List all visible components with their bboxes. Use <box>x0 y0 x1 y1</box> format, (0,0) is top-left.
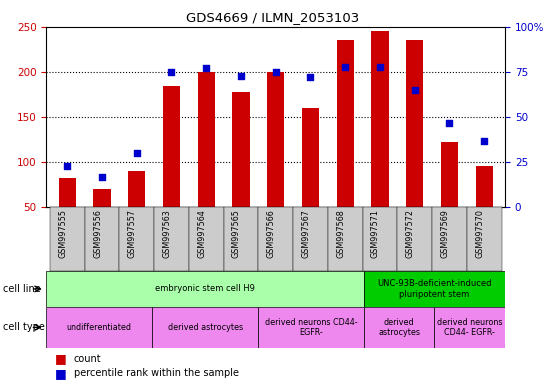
Bar <box>336 40 354 207</box>
Bar <box>364 271 505 307</box>
Text: GSM997570: GSM997570 <box>475 209 484 258</box>
Bar <box>476 166 493 207</box>
Text: GSM997564: GSM997564 <box>197 209 206 258</box>
Bar <box>198 72 215 207</box>
Text: ■: ■ <box>55 367 67 380</box>
Bar <box>302 108 319 207</box>
Point <box>63 163 72 169</box>
Bar <box>50 207 85 271</box>
Text: derived
astrocytes: derived astrocytes <box>378 318 420 337</box>
Point <box>376 63 384 70</box>
Bar <box>120 207 154 271</box>
Text: GSM997563: GSM997563 <box>163 209 171 258</box>
Text: GDS4669 / ILMN_2053103: GDS4669 / ILMN_2053103 <box>186 12 360 25</box>
Text: ■: ■ <box>55 353 67 366</box>
Bar <box>85 207 120 271</box>
Bar <box>258 207 293 271</box>
Text: GSM997556: GSM997556 <box>93 209 102 258</box>
Point <box>480 137 489 144</box>
Point <box>445 119 454 126</box>
Bar <box>232 92 250 207</box>
Text: UNC-93B-deficient-induced
pluripotent stem: UNC-93B-deficient-induced pluripotent st… <box>377 279 492 299</box>
Bar <box>371 31 389 207</box>
Bar <box>58 177 76 207</box>
Bar <box>154 207 189 271</box>
Bar <box>467 207 502 271</box>
Bar <box>46 271 364 307</box>
Text: GSM997566: GSM997566 <box>267 209 276 258</box>
Text: cell line: cell line <box>3 284 40 294</box>
Point <box>341 63 349 70</box>
Point <box>132 150 141 156</box>
Bar <box>363 207 397 271</box>
Point <box>98 174 106 180</box>
Bar <box>406 40 423 207</box>
Text: GSM997565: GSM997565 <box>232 209 241 258</box>
Bar <box>432 207 467 271</box>
Text: GSM997569: GSM997569 <box>441 209 449 258</box>
Point <box>167 69 176 75</box>
Bar <box>397 207 432 271</box>
Bar <box>258 307 364 348</box>
Text: GSM997568: GSM997568 <box>336 209 345 258</box>
Text: count: count <box>74 354 102 364</box>
Text: derived neurons
CD44- EGFR-: derived neurons CD44- EGFR- <box>437 318 502 337</box>
Text: GSM997571: GSM997571 <box>371 209 380 258</box>
Text: embryonic stem cell H9: embryonic stem cell H9 <box>155 285 255 293</box>
Point <box>236 73 245 79</box>
Bar <box>152 307 258 348</box>
Text: percentile rank within the sample: percentile rank within the sample <box>74 368 239 378</box>
Bar <box>224 207 258 271</box>
Text: GSM997572: GSM997572 <box>406 209 415 258</box>
Bar <box>46 307 152 348</box>
Text: derived neurons CD44-
EGFR-: derived neurons CD44- EGFR- <box>265 318 357 337</box>
Bar <box>328 207 363 271</box>
Bar <box>267 72 284 207</box>
Bar <box>435 307 505 348</box>
Bar <box>128 171 145 207</box>
Bar <box>293 207 328 271</box>
Bar <box>163 86 180 207</box>
Bar <box>93 189 111 207</box>
Point <box>271 69 280 75</box>
Text: GSM997557: GSM997557 <box>128 209 136 258</box>
Text: GSM997555: GSM997555 <box>58 209 67 258</box>
Text: derived astrocytes: derived astrocytes <box>168 323 243 332</box>
Point <box>306 74 315 81</box>
Bar <box>189 207 224 271</box>
Text: undifferentiated: undifferentiated <box>67 323 132 332</box>
Point <box>202 65 211 71</box>
Text: GSM997567: GSM997567 <box>301 209 311 258</box>
Bar <box>364 307 435 348</box>
Bar <box>441 142 458 207</box>
Point <box>411 87 419 93</box>
Text: cell type: cell type <box>3 322 45 333</box>
